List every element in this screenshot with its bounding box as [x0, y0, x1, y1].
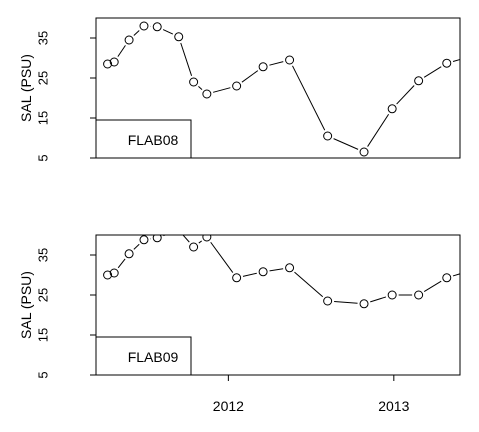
data-point: [414, 290, 424, 300]
series-line-segment: [213, 87, 231, 93]
station-label-box: [95, 119, 192, 159]
data-point: [232, 273, 242, 283]
plot-frame: [95, 234, 461, 376]
data-point: [323, 131, 333, 141]
series-line-segment: [117, 45, 126, 57]
data-point: [103, 59, 113, 69]
series-line-segment: [162, 29, 174, 35]
y-tick-label: 5: [35, 154, 50, 161]
series-group: [103, 21, 460, 157]
data-point: [387, 104, 397, 114]
plot-frame: [95, 17, 461, 159]
data-point: [359, 147, 369, 157]
data-point: [109, 268, 119, 278]
series-line-segment: [292, 65, 326, 131]
series-line-segment: [117, 258, 126, 269]
data-point: [232, 81, 242, 91]
series-line-segment: [423, 66, 442, 78]
data-point: [152, 22, 162, 32]
station-label-box: [95, 336, 192, 376]
series-line-segment: [182, 235, 190, 243]
series-line-segment: [452, 59, 460, 62]
data-point: [285, 263, 295, 273]
series-line-segment: [210, 241, 234, 273]
data-point: [359, 299, 369, 309]
series-line-segment: [423, 280, 442, 293]
y-tick-label: 25: [35, 71, 50, 85]
series-line-segment: [133, 243, 140, 250]
data-point: [387, 290, 397, 300]
data-point: [103, 270, 113, 280]
series-line-segment: [163, 235, 167, 237]
series-line-segment: [452, 273, 460, 277]
y-tick-label: 35: [35, 248, 50, 262]
data-point: [442, 58, 452, 68]
y-axis-label: SAL (PSU): [18, 271, 34, 339]
data-point: [202, 89, 212, 99]
data-point: [202, 235, 212, 242]
series-line-segment: [269, 268, 284, 272]
data-point: [139, 235, 149, 245]
series-line-segment: [367, 113, 390, 147]
series-group: [103, 226, 460, 309]
series-line-segment: [241, 70, 259, 83]
series-line-segment: [333, 138, 359, 150]
y-tick-label: 5: [35, 371, 50, 378]
data-point: [285, 55, 295, 65]
data-point: [323, 296, 333, 306]
data-point: [175, 226, 183, 234]
station-label: FLAB08: [128, 132, 179, 148]
series-line-segment: [133, 30, 140, 36]
series-line-segment: [242, 272, 257, 277]
y-tick-label: 15: [35, 111, 50, 125]
y-tick-label: 25: [35, 288, 50, 302]
data-point: [189, 242, 199, 252]
series-line-segment: [396, 85, 415, 105]
data-point: [124, 35, 134, 45]
data-point: [109, 57, 119, 67]
data-point: [258, 62, 268, 72]
series-line-segment: [198, 240, 202, 244]
y-tick-label: 15: [35, 328, 50, 342]
y-axis-label: SAL (PSU): [18, 54, 34, 122]
data-point: [124, 249, 134, 259]
x-tick-label: 2012: [213, 398, 244, 414]
data-point: [414, 76, 424, 86]
series-line-segment: [180, 42, 193, 76]
y-tick-label: 35: [35, 31, 50, 45]
series-line-segment: [198, 85, 203, 91]
data-point: [189, 77, 199, 87]
x-tick-label: 2013: [378, 398, 409, 414]
series-line-segment: [269, 61, 284, 66]
station-label: FLAB09: [128, 349, 179, 365]
data-point: [139, 21, 149, 31]
series-line-segment: [370, 296, 387, 303]
data-point: [174, 32, 184, 42]
data-point: [442, 273, 452, 283]
series-line-segment: [294, 271, 324, 298]
series-line-segment: [334, 301, 358, 304]
data-point: [258, 267, 268, 277]
data-point: [152, 235, 162, 243]
